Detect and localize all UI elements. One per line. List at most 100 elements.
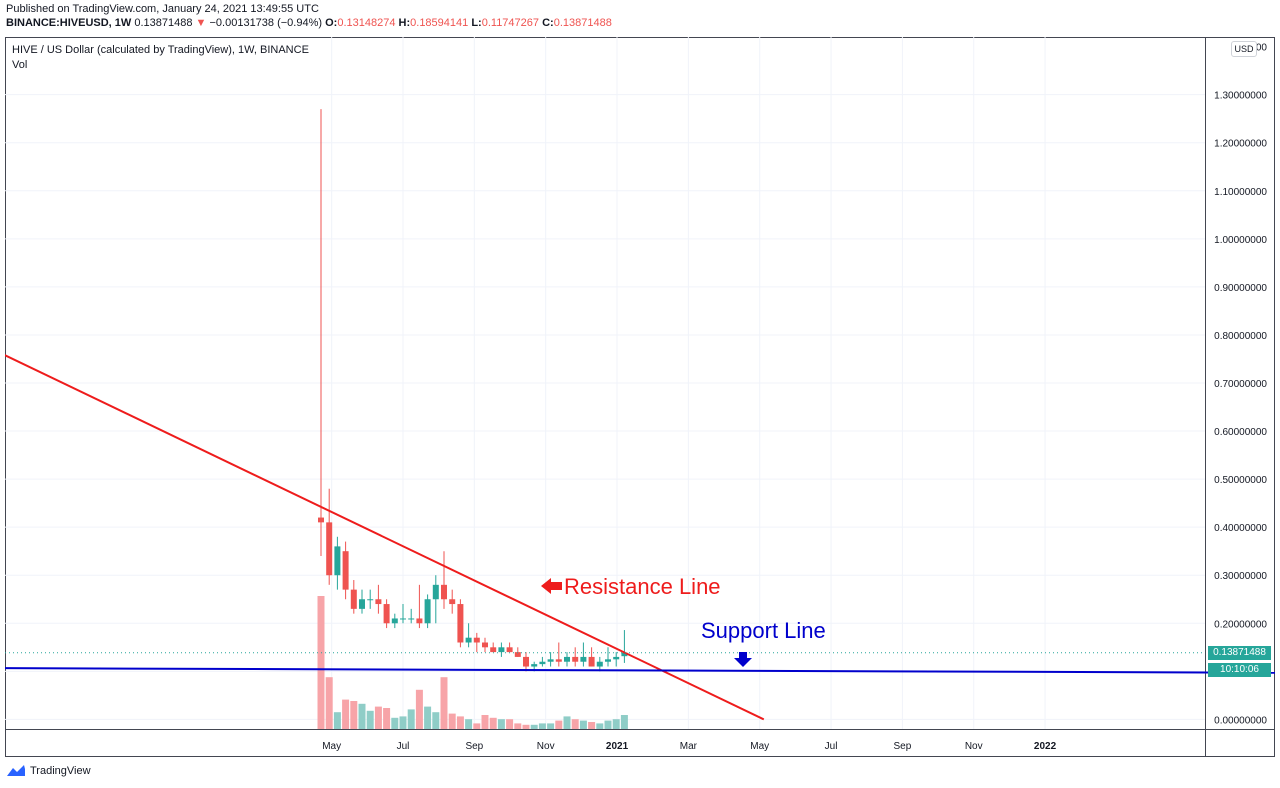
volume-bar bbox=[497, 719, 505, 729]
x-tick-label: Jul bbox=[397, 741, 410, 752]
volume-bar bbox=[547, 723, 555, 729]
candle-body bbox=[400, 618, 406, 620]
candle-body bbox=[482, 642, 488, 648]
volume-bar bbox=[325, 677, 333, 729]
volume-bar bbox=[440, 677, 448, 729]
volume-bar bbox=[399, 716, 407, 729]
x-tick-label: 2022 bbox=[1034, 741, 1057, 752]
candle-body bbox=[465, 637, 472, 643]
open-value: 0.13148274 bbox=[337, 17, 396, 29]
candle-body bbox=[588, 656, 595, 667]
y-tick-label: 0.40000000 bbox=[1214, 523, 1267, 534]
volume-bar bbox=[358, 703, 366, 729]
candle-body bbox=[334, 546, 341, 576]
candle-body bbox=[555, 659, 562, 662]
x-tick-label: Nov bbox=[965, 741, 983, 752]
y-tick-label: 0.30000000 bbox=[1214, 571, 1267, 582]
y-tick-label: 1.10000000 bbox=[1214, 187, 1267, 198]
volume-bar bbox=[563, 716, 571, 729]
candle-body bbox=[457, 604, 464, 643]
candle-body bbox=[383, 604, 390, 624]
volume-bar bbox=[391, 717, 399, 729]
x-tick-label: Nov bbox=[537, 741, 555, 752]
volume-bar bbox=[424, 706, 432, 729]
volume-bar bbox=[448, 713, 456, 729]
resistance-line bbox=[5, 354, 765, 721]
candle-body bbox=[375, 599, 382, 605]
candle-body bbox=[359, 599, 365, 609]
candle-body bbox=[539, 661, 546, 665]
volume-legend: Vol bbox=[12, 59, 28, 71]
x-tick-label: May bbox=[322, 741, 341, 752]
symbol-label: BINANCE:HIVEUSD, 1W bbox=[6, 17, 132, 29]
support-label: Support Line bbox=[701, 618, 826, 643]
candle-body bbox=[342, 551, 349, 590]
y-tick-label: 1.00000000 bbox=[1214, 235, 1267, 246]
support-arrow-icon bbox=[734, 652, 752, 667]
candle-body bbox=[514, 652, 521, 657]
volume-bar bbox=[432, 712, 440, 729]
open-label: O: bbox=[325, 17, 338, 29]
volume-bar bbox=[350, 701, 358, 729]
volume-bar bbox=[366, 710, 374, 729]
candle-body bbox=[613, 656, 620, 660]
x-tick-label: Sep bbox=[465, 741, 483, 752]
volume-bar bbox=[579, 720, 587, 729]
low-label: L: bbox=[471, 17, 482, 29]
volume-bar bbox=[456, 716, 464, 729]
volume-bar bbox=[522, 724, 530, 729]
candle-body bbox=[350, 589, 357, 609]
y-tick-label: 0.90000000 bbox=[1214, 283, 1267, 294]
candle-body bbox=[318, 517, 324, 523]
resistance-arrow-icon bbox=[541, 578, 562, 594]
high-value: 0.18594141 bbox=[410, 17, 469, 29]
chart-frame[interactable]: 0.000000000.100000000.200000000.30000000… bbox=[5, 37, 1275, 757]
candle-body bbox=[416, 618, 423, 624]
x-tick-label: 2021 bbox=[606, 741, 629, 752]
volume-bar bbox=[481, 715, 489, 729]
low-value: 0.11747267 bbox=[481, 17, 540, 29]
volume-bar bbox=[596, 723, 604, 729]
candle-body bbox=[432, 584, 439, 600]
candle-body bbox=[473, 637, 480, 643]
last-value: 0.13871488 bbox=[134, 17, 193, 29]
currency-button[interactable]: USD bbox=[1231, 41, 1257, 57]
candle-body bbox=[391, 618, 398, 624]
volume-bar bbox=[415, 689, 423, 729]
candle-body bbox=[572, 656, 579, 662]
high-label: H: bbox=[398, 17, 411, 29]
close-label: C: bbox=[542, 17, 554, 29]
volume-bar bbox=[489, 717, 497, 729]
volume-bar bbox=[571, 719, 579, 729]
candle-body bbox=[490, 647, 497, 653]
candle-body bbox=[531, 664, 538, 667]
candle-body bbox=[408, 618, 415, 620]
volume-bar bbox=[407, 709, 415, 729]
y-tick-label: 0.80000000 bbox=[1214, 331, 1267, 342]
candle-body bbox=[564, 656, 570, 662]
candle-body bbox=[326, 522, 333, 576]
resistance-label: Resistance Line bbox=[564, 574, 721, 599]
candle-body bbox=[498, 647, 505, 653]
support-line bbox=[5, 667, 1275, 674]
volume-bar bbox=[612, 719, 620, 729]
volume-bar bbox=[342, 699, 350, 729]
volume-bar bbox=[514, 723, 522, 729]
volume-bar bbox=[588, 722, 596, 729]
y-tick-label: 0.00000000 bbox=[1214, 715, 1267, 726]
y-tick-label: 0.60000000 bbox=[1214, 427, 1267, 438]
tradingview-brand: TradingView bbox=[30, 765, 91, 777]
candle-body bbox=[367, 599, 374, 601]
close-value: 0.13871488 bbox=[553, 17, 612, 29]
published-line: Published on TradingView.com, January 24… bbox=[6, 3, 319, 15]
y-tick-label: 0.20000000 bbox=[1214, 619, 1267, 630]
ohlc-line: BINANCE:HIVEUSD, 1W 0.13871488 ▼ −0.0013… bbox=[6, 17, 612, 29]
x-tick-label: Jul bbox=[825, 741, 838, 752]
x-tick-label: Sep bbox=[893, 741, 911, 752]
volume-bar bbox=[374, 706, 382, 729]
volume-bar bbox=[317, 596, 325, 729]
price-chart[interactable]: 0.000000000.100000000.200000000.30000000… bbox=[5, 37, 1275, 757]
candle-body bbox=[547, 659, 554, 662]
candle-body bbox=[621, 652, 628, 657]
y-tick-label: 1.20000000 bbox=[1214, 139, 1267, 150]
